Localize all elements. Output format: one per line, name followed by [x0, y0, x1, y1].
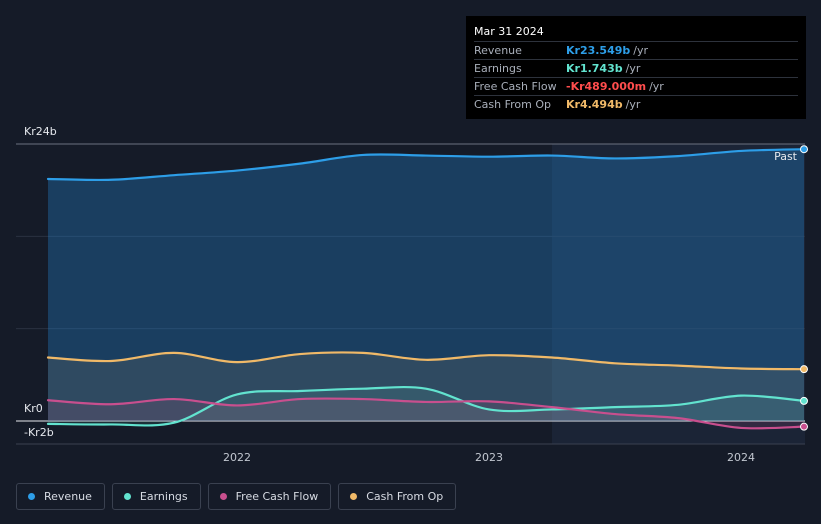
tooltip-label: Revenue	[474, 44, 522, 57]
tooltip-unit: /yr	[625, 98, 641, 111]
tooltip-label: Earnings	[474, 62, 522, 75]
tooltip-row-revenue: Revenue Kr23.549b /yr	[474, 41, 798, 59]
earnings-end-point	[800, 396, 808, 405]
tooltip-row-cash-from-op: Cash From Op Kr4.494b /yr	[474, 95, 798, 113]
legend-label: Revenue	[44, 490, 92, 503]
tooltip-row-earnings: Earnings Kr1.743b /yr	[474, 59, 798, 77]
tooltip-value: Kr23.549b	[566, 44, 631, 57]
cash-from-op-area	[48, 352, 804, 421]
legend-item-earnings[interactable]: Earnings	[111, 483, 201, 510]
tooltip-unit: /yr	[625, 62, 641, 75]
tooltip-unit: /yr	[649, 80, 664, 93]
tooltip-value: Kr4.494b	[566, 98, 623, 111]
tooltip-date: Mar 31 2024	[474, 25, 544, 38]
earnings-area	[48, 387, 804, 426]
x-axis-label: 2023	[475, 451, 503, 464]
tooltip-unit: /yr	[633, 44, 649, 57]
revenue-end-point	[800, 145, 808, 154]
tooltip-row-free-cash-flow: Free Cash Flow -Kr489.000m /yr	[474, 77, 798, 95]
revenue-line	[46, 148, 806, 182]
cash-from-op-line	[46, 351, 806, 371]
legend-dot-icon	[219, 493, 227, 500]
legend-label: Free Cash Flow	[235, 490, 319, 503]
tooltip-label: Free Cash Flow	[474, 80, 557, 93]
legend-item-revenue[interactable]: Revenue	[16, 483, 105, 510]
legend-dot-icon	[350, 493, 358, 500]
legend-label: Earnings	[139, 490, 188, 503]
legend-dot-icon	[28, 493, 35, 500]
legend-item-free-cash-flow[interactable]: Free Cash Flow	[207, 483, 332, 510]
cash-from-op-end-point	[800, 365, 808, 374]
y-axis-label: Kr0	[24, 402, 43, 415]
revenue-area	[48, 149, 804, 421]
tooltip-label: Cash From Op	[474, 98, 552, 111]
free-cash-flow-line	[46, 397, 806, 430]
legend-dot-icon	[123, 493, 131, 500]
legend: Revenue Earnings Free Cash Flow Cash Fro…	[16, 483, 457, 510]
y-axis-label: -Kr2b	[24, 426, 54, 439]
y-axis-label: Kr24b	[24, 125, 57, 138]
legend-label: Cash From Op	[366, 490, 444, 503]
legend-item-cash-from-op[interactable]: Cash From Op	[338, 483, 457, 510]
tooltip-value: Kr1.743b	[566, 62, 623, 75]
x-axis-label: 2024	[727, 451, 755, 464]
tooltip-value: -Kr489.000m	[566, 80, 647, 93]
past-label: Past	[774, 150, 798, 163]
x-axis-label: 2022	[223, 451, 251, 464]
past-region	[552, 144, 805, 444]
free-cash-flow-end-point	[800, 422, 808, 431]
earnings-line	[46, 385, 806, 427]
tooltip: Mar 31 2024 Revenue Kr23.549b /yr Earnin…	[466, 16, 806, 119]
